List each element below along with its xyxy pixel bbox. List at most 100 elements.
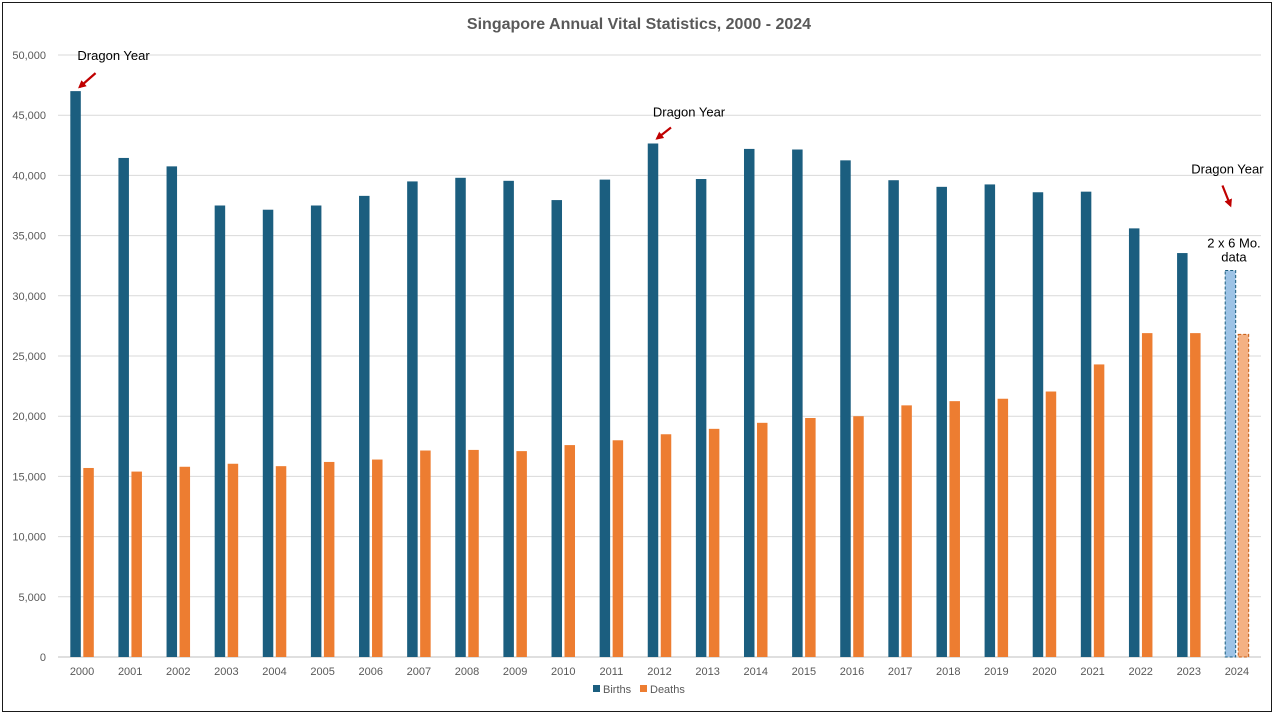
bar-deaths-2014 — [756, 422, 768, 657]
x-tick-label: 2005 — [310, 666, 334, 678]
bar-births-2012 — [647, 143, 659, 657]
dragon-year-annotation: Dragon Year — [77, 48, 150, 63]
bar-births-2005 — [310, 205, 322, 657]
bar-births-2019 — [984, 184, 996, 657]
x-tick-label: 2007 — [407, 666, 431, 678]
bar-deaths-2011 — [612, 440, 624, 657]
bar-deaths-2016 — [853, 416, 864, 657]
x-tick-label: 2011 — [600, 666, 624, 678]
bar-births-2011 — [599, 179, 611, 657]
y-tick-label: 45,000 — [12, 110, 46, 122]
x-tick-label: 2014 — [743, 666, 767, 678]
bar-births-2024 — [1224, 270, 1237, 658]
bar-births-2004 — [262, 209, 274, 658]
bar-births-2013 — [695, 179, 707, 657]
x-tick-label: 2003 — [214, 666, 238, 678]
bar-births-2022 — [1128, 228, 1140, 657]
y-tick-label: 30,000 — [12, 291, 46, 303]
x-tick-label: 2013 — [695, 666, 719, 678]
bar-births-2014 — [743, 148, 755, 658]
bar-deaths-2009 — [516, 451, 527, 657]
y-tick-label: 5,000 — [18, 592, 46, 604]
x-tick-label: 2010 — [551, 666, 575, 678]
legend-label-births: Births — [603, 684, 632, 696]
x-tick-label: 2015 — [792, 666, 816, 678]
bar-deaths-2010 — [564, 445, 576, 657]
y-tick-label: 20,000 — [12, 411, 46, 423]
partial-data-note: data — [1221, 250, 1247, 265]
x-tick-label: 2006 — [359, 666, 383, 678]
annotation-arrow — [655, 126, 672, 140]
x-tick-label: 2008 — [455, 666, 479, 678]
partial-data-note: 2 x 6 Mo. — [1207, 236, 1260, 251]
annotation-layer: Dragon Year Dragon Year Dragon Year 2 x 6 M… — [77, 48, 1264, 264]
x-tick-label: 2000 — [70, 666, 94, 678]
bar-deaths-2015 — [805, 418, 816, 657]
bar-deaths-2018 — [949, 401, 960, 657]
bar-layer — [70, 91, 1250, 658]
bar-births-2015 — [792, 149, 803, 657]
bar-deaths-2013 — [708, 428, 720, 657]
chart-svg: Singapore Annual Vital Statistics, 2000 … — [12, 16, 1264, 696]
x-tick-label: 2016 — [840, 666, 864, 678]
bar-deaths-2003 — [227, 463, 239, 657]
y-tick-label: 10,000 — [12, 532, 46, 544]
bar-deaths-2024 — [1237, 333, 1250, 658]
bar-deaths-2004 — [275, 466, 287, 657]
x-tick-label: 2002 — [166, 666, 190, 678]
bar-deaths-2020 — [1045, 391, 1057, 657]
bar-deaths-2001 — [131, 471, 142, 657]
dragon-year-annotation: Dragon Year — [653, 104, 726, 119]
bar-deaths-2017 — [901, 405, 912, 657]
x-tick-label: 2021 — [1080, 666, 1104, 678]
x-tick-label: 2019 — [984, 666, 1008, 678]
bar-deaths-2002 — [179, 466, 191, 657]
bar-deaths-2022 — [1141, 333, 1153, 657]
x-tick-label: 2024 — [1225, 666, 1249, 678]
legend-swatch-deaths — [640, 685, 647, 692]
y-axis: 0 5,000 10,000 15,000 20,000 25,000 30,000 35,0… — [12, 50, 46, 664]
chart-frame: Singapore Annual Vital Statistics, 2000 … — [2, 2, 1272, 712]
legend: Births Deaths — [593, 684, 685, 696]
bar-births-2020 — [1032, 192, 1044, 658]
legend-label-deaths: Deaths — [650, 684, 685, 696]
annotation-arrow — [1221, 185, 1232, 208]
x-tick-label: 2023 — [1177, 666, 1201, 678]
x-tick-label: 2001 — [118, 666, 142, 678]
y-tick-label: 40,000 — [12, 170, 46, 182]
x-tick-label: 2017 — [888, 666, 912, 678]
bar-deaths-2006 — [372, 459, 383, 657]
annotation-arrow — [78, 72, 97, 89]
grid-layer — [58, 54, 1261, 658]
bar-deaths-2000 — [83, 467, 94, 657]
bar-births-2007 — [407, 181, 418, 658]
y-tick-label: 25,000 — [12, 351, 46, 363]
x-axis: 2000 2001 2002 2003 2004 2005 2006 2007 2008 2009… — [70, 666, 1249, 678]
bar-deaths-2005 — [323, 461, 335, 657]
bar-births-2016 — [840, 160, 851, 657]
bar-births-2002 — [166, 166, 178, 657]
y-tick-label: 15,000 — [12, 471, 46, 483]
bar-births-2009 — [503, 180, 514, 657]
bar-deaths-2021 — [1093, 364, 1105, 657]
x-tick-label: 2009 — [503, 666, 527, 678]
bar-births-2018 — [936, 186, 947, 657]
legend-swatch-births — [593, 685, 600, 692]
bar-births-2008 — [455, 177, 466, 658]
bar-deaths-2023 — [1190, 333, 1201, 657]
bar-births-2021 — [1080, 191, 1092, 658]
x-tick-label: 2004 — [262, 666, 286, 678]
bar-births-2010 — [551, 200, 563, 657]
bar-deaths-2007 — [420, 450, 431, 657]
dragon-year-annotation: Dragon Year — [1191, 162, 1264, 177]
y-tick-label: 35,000 — [12, 231, 46, 243]
chart-title: Singapore Annual Vital Statistics, 2000 … — [467, 16, 811, 33]
bar-births-2000 — [70, 91, 81, 658]
bar-deaths-2008 — [468, 449, 479, 657]
x-tick-label: 2018 — [936, 666, 960, 678]
x-tick-label: 2022 — [1128, 666, 1152, 678]
bar-births-2017 — [888, 180, 899, 657]
bar-deaths-2012 — [660, 434, 672, 657]
y-tick-label: 50,000 — [12, 50, 46, 62]
bar-births-2003 — [214, 205, 226, 657]
